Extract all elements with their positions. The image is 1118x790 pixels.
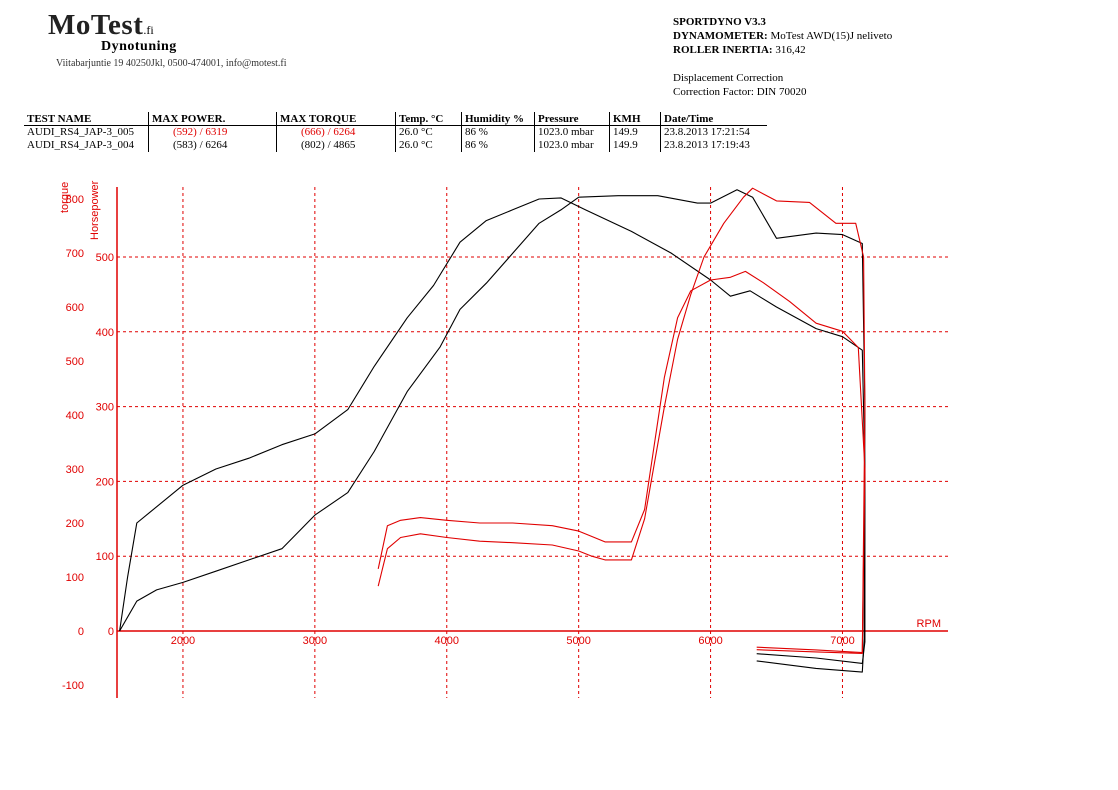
dynamometer-value: MoTest AWD(15)J neliveto [770,30,893,42]
humidity-cell: 86 % [461,125,535,139]
torque-tick-label: 200 [66,518,84,530]
torque-tick-label: 600 [66,302,84,314]
column-header: Humidity % [461,112,535,126]
x-tick-label: 7000 [830,635,854,647]
column-header: TEST NAME [24,112,149,126]
test-name-cell: AUDI_RS4_JAP-3_004 [27,139,134,151]
power-tick-label: 100 [96,551,114,563]
torque-axis-title: torque [59,182,71,213]
power-tick-label: 200 [96,476,114,488]
kmh-cell: 149.9 [609,139,661,152]
x-tick-label: 5000 [566,635,590,647]
torque-tick-label: 700 [66,248,84,260]
torque-tick-label: 300 [66,464,84,476]
dyno-info-block: SPORTDYNO V3.3 DYNAMOMETER: MoTest AWD(1… [673,15,892,99]
max-power-cell: (592) / 6319 [148,125,277,139]
series-line-power [377,187,866,654]
humidity-cell: 86 % [461,139,535,152]
column-header: Pressure [534,112,610,126]
pressure-cell: 1023.0 mbar [534,139,610,152]
inertia-value: 316,42 [775,44,806,56]
inertia-label: ROLLER INERTIA: [673,44,773,56]
pressure-cell: 1023.0 mbar [534,125,610,139]
table-row: AUDI_RS4_JAP-3_005 (592) / 6319 (666) / … [24,125,767,139]
motest-logo: MoTest.fi Dynotuning Viitabarjuntie 19 4… [48,9,287,69]
company-address: Viitabarjuntie 19 40250Jkl, 0500-474001,… [56,58,287,69]
x-axis-title: RPM [917,618,941,630]
correction-title: Displacement Correction [673,72,784,84]
x-tick-label: 4000 [435,635,459,647]
power-tick-label: 0 [108,626,114,638]
torque-tick-label: -100 [62,680,84,692]
max-torque-cell: (802) / 4865 [276,139,396,152]
series-line-torque [377,270,866,654]
results-table: TEST NAME MAX POWER. MAX TORQUE Temp. °C… [24,112,767,152]
power-tick-label: 400 [96,327,114,339]
x-tick-label: 3000 [303,635,327,647]
x-tick-label: 6000 [698,635,722,647]
logo-subtitle: Dynotuning [101,39,177,54]
max-power-cell: (583) / 6264 [148,139,277,152]
temp-cell: 26.0 °C [395,125,462,139]
max-torque-cell: (666) / 6264 [276,125,396,139]
column-header: KMH [609,112,661,126]
dynamometer-label: DYNAMOMETER: [673,30,768,42]
column-header: MAX TORQUE [276,112,396,126]
series-line-torque [119,197,866,664]
column-header: MAX POWER. [148,112,277,126]
logo-text: MoTest [48,9,144,41]
column-header: Date/Time [660,112,767,126]
datetime-cell: 23.8.2013 17:19:43 [660,139,767,152]
power-axis-title: Horsepower [89,180,101,240]
temp-cell: 26.0 °C [395,139,462,152]
column-header: Temp. °C [395,112,462,126]
power-tick-label: 300 [96,402,114,414]
series-line-power [119,189,866,673]
torque-tick-label: 400 [66,410,84,422]
torque-tick-label: 0 [78,626,84,638]
results-header-row: TEST NAME MAX POWER. MAX TORQUE Temp. °C… [24,112,767,126]
power-tick-label: 500 [96,252,114,264]
correction-factor: Correction Factor: DIN 70020 [673,86,807,98]
table-row: AUDI_RS4_JAP-3_004 (583) / 6264 (802) / … [24,139,767,152]
kmh-cell: 149.9 [609,125,661,139]
torque-tick-label: 100 [66,572,84,584]
logo-domain: .fi [143,23,154,37]
software-version: SPORTDYNO V3.3 [673,16,766,28]
torque-tick-label: 500 [66,356,84,368]
test-name-cell: AUDI_RS4_JAP-3_005 [27,126,134,138]
x-tick-label: 2000 [171,635,195,647]
datetime-cell: 23.8.2013 17:21:54 [660,125,767,139]
torque-tick-label: 800 [66,194,84,206]
